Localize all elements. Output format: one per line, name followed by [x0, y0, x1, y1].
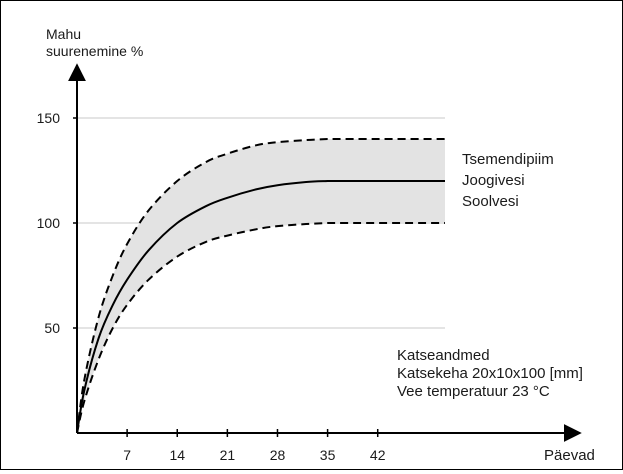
legend-entry: Soolvesi — [462, 193, 519, 210]
annotation-line: Katsekeha 20x10x100 [mm] — [397, 365, 583, 382]
legend-entry: Tsemendipiim — [462, 151, 554, 168]
series-line-middle — [77, 179, 445, 434]
series-line-upper — [77, 138, 445, 434]
legend-entry: Joogivesi — [462, 172, 525, 189]
annotation-line: Katseandmed — [397, 347, 490, 364]
x-tick-label-7: 7 — [123, 447, 131, 463]
band-area — [77, 139, 445, 433]
annotation-line: Vee temperatuur 23 °C — [397, 383, 550, 400]
y-axis-title-line: suurenemine % — [46, 43, 143, 59]
x-tick-label-42: 42 — [370, 447, 386, 463]
x-tick-label-28: 28 — [270, 447, 286, 463]
x-tick-label-35: 35 — [320, 447, 336, 463]
y-tick-label-50: 50 — [44, 320, 60, 336]
x-tick-label-21: 21 — [220, 447, 236, 463]
axes — [68, 63, 582, 442]
y-axis-title-line: Mahu — [46, 26, 81, 42]
y-tick-label-100: 100 — [37, 215, 61, 231]
x-tick-label-14: 14 — [169, 447, 185, 463]
series-line-lower — [77, 222, 445, 434]
shaded-band — [77, 139, 445, 433]
x-axis-title: Päevad — [544, 447, 595, 464]
y-tick-label-150: 150 — [37, 110, 61, 126]
tick-labels: 50 100 150 7 14 21 28 35 42 — [37, 110, 386, 463]
series-group — [77, 138, 445, 434]
